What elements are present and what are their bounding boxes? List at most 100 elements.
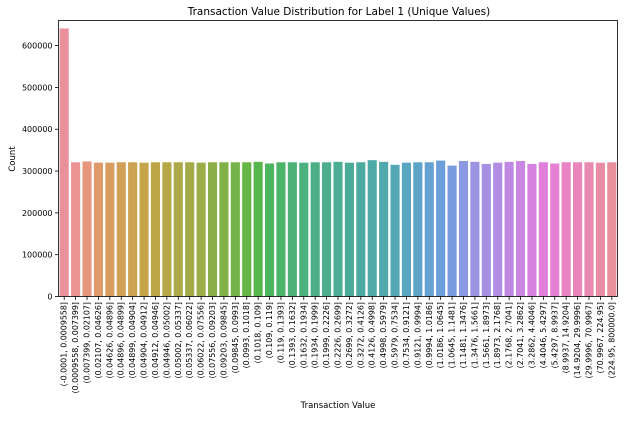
y-tick-label-4: 400000 xyxy=(22,125,53,134)
x-tick-label-30: (0.7534, 0.9121] xyxy=(402,302,411,368)
bar-13 xyxy=(207,162,218,297)
x-tick-label-39: (2.1768, 2.7041] xyxy=(505,302,514,368)
bar-18 xyxy=(264,163,275,297)
x-tick-label-8: (0.04912, 0.04946] xyxy=(151,302,160,378)
bar-9 xyxy=(162,162,172,297)
x-tick-label-40: (2.7041, 3.2862] xyxy=(516,302,525,368)
x-tick-label-29: (0.5979, 0.7534] xyxy=(391,302,400,368)
x-tick-label-23: (0.1999, 0.2226] xyxy=(322,302,331,368)
x-tick-label-25: (0.2699, 0.3272] xyxy=(345,302,354,368)
chart-title: Transaction Value Distribution for Label… xyxy=(187,6,491,18)
bar-45 xyxy=(573,162,583,297)
bar-19 xyxy=(276,162,286,297)
x-axis-label: Transaction Value xyxy=(300,401,376,411)
y-axis-label: Count xyxy=(8,146,18,172)
x-tick-label-46: (29.9996, 70.9967] xyxy=(584,302,593,378)
x-tick-label-43: (5.4297, 8.9937] xyxy=(550,302,559,368)
bar-28 xyxy=(379,161,389,297)
bar-47 xyxy=(595,162,605,297)
x-tick-label-0: (-0.0001, 0.0009558] xyxy=(60,302,69,386)
x-tick-label-20: (0.1393, 0.1632] xyxy=(288,302,297,368)
x-tick-label-2: (0.007399, 0.02107] xyxy=(83,302,92,383)
x-tick-label-24: (0.2226, 0.2699] xyxy=(334,302,343,368)
x-tick-label-18: (0.109, 0.119] xyxy=(265,302,274,358)
x-tick-label-45: (14.9204, 29.9996] xyxy=(573,302,582,378)
bar-30 xyxy=(401,162,412,297)
bar-37 xyxy=(481,163,491,297)
x-tick-label-38: (1.8973, 2.1768] xyxy=(493,302,502,368)
x-tick-label-31: (0.9121, 0.9994] xyxy=(413,302,422,368)
plot-frame xyxy=(58,20,618,297)
bar-10 xyxy=(173,162,183,297)
bar-7 xyxy=(139,162,149,297)
bar-39 xyxy=(504,161,514,297)
x-tick-label-9: (0.04946, 0.05002] xyxy=(162,302,171,378)
bar-5 xyxy=(116,162,126,297)
x-tick-label-3: (0.02107, 0.04626] xyxy=(94,302,103,378)
bar-4 xyxy=(105,162,115,297)
bar-35 xyxy=(458,161,469,297)
x-tick-label-15: (0.09845, 0.0993] xyxy=(231,302,240,373)
x-tick-label-12: (0.06022, 0.07556] xyxy=(197,302,206,378)
bar-8 xyxy=(150,162,161,297)
x-tick-label-6: (0.04899, 0.04904] xyxy=(128,302,137,378)
x-tick-label-10: (0.05002, 0.05337] xyxy=(174,302,183,378)
bar-46 xyxy=(584,162,594,297)
bar-41 xyxy=(527,163,537,297)
x-tick-label-7: (0.04904, 0.04912] xyxy=(140,302,149,378)
x-tick-label-1: (0.0009558, 0.007399] xyxy=(71,302,80,394)
bar-17 xyxy=(253,161,263,297)
bar-27 xyxy=(367,160,377,297)
y-axis: 0 100000 200000 300000 400000 500000 600000 xyxy=(22,42,59,302)
bar-44 xyxy=(561,162,571,297)
x-tick-label-37: (1.5661, 1.8973] xyxy=(482,302,491,368)
bar-6 xyxy=(128,162,138,297)
bar-33 xyxy=(436,160,446,297)
x-tick-label-5: (0.04896, 0.04899] xyxy=(117,302,126,378)
bar-21 xyxy=(299,162,309,297)
x-tick-label-32: (0.9994, 1.0186] xyxy=(425,302,434,368)
bar-22 xyxy=(310,162,320,297)
bar-36 xyxy=(470,161,480,297)
bar-2 xyxy=(82,161,92,297)
x-tick-label-33: (1.0186, 1.0645] xyxy=(436,302,445,368)
bar-3 xyxy=(93,162,103,297)
bars-group xyxy=(59,28,617,297)
bar-12 xyxy=(196,162,206,297)
x-tick-label-34: (1.0645, 1.1481] xyxy=(448,302,457,368)
bar-15 xyxy=(230,162,240,297)
x-tick-label-19: (0.119, 0.1393] xyxy=(276,302,285,363)
bar-32 xyxy=(424,162,434,297)
bar-24 xyxy=(333,161,343,297)
x-tick-label-28: (0.4998, 0.5979] xyxy=(379,302,388,368)
x-tick-label-26: (0.3272, 0.4126] xyxy=(356,302,365,368)
bar-26 xyxy=(356,162,366,297)
bar-14 xyxy=(219,162,229,297)
x-tick-label-21: (0.1632, 0.1934] xyxy=(299,302,308,368)
y-tick-label-5: 500000 xyxy=(22,83,53,92)
x-tick-label-48: (224.95, 800000.0] xyxy=(607,302,616,378)
x-tick-label-4: (0.04626, 0.04896] xyxy=(105,302,114,378)
x-tick-label-22: (0.1934, 0.1999] xyxy=(311,302,320,368)
bar-25 xyxy=(344,162,354,297)
bar-42 xyxy=(538,162,548,297)
bar-23 xyxy=(322,162,332,297)
y-tick-label-2: 200000 xyxy=(22,209,53,218)
x-tick-label-47: (70.9967, 224.95] xyxy=(596,302,605,373)
x-tick-label-13: (0.07556, 0.09203] xyxy=(208,302,217,378)
x-tick-label-42: (4.4046, 5.4297] xyxy=(539,302,548,368)
x-tick-label-17: (0.1018, 0.109] xyxy=(254,302,263,363)
y-tick-label-1: 100000 xyxy=(22,251,53,260)
bar-31 xyxy=(413,162,423,297)
bar-1 xyxy=(71,162,81,297)
x-tick-label-14: (0.09203, 0.09845] xyxy=(219,302,228,378)
y-tick-label-0: 0 xyxy=(47,293,52,302)
bar-0 xyxy=(59,28,69,297)
x-tick-label-44: (8.9937, 14.9204] xyxy=(562,302,571,373)
x-tick-label-35: (1.1481, 1.3476] xyxy=(459,302,468,368)
y-tick-label-6: 600000 xyxy=(22,42,53,51)
x-tick-label-41: (3.2862, 4.4046] xyxy=(527,302,536,368)
bar-34 xyxy=(447,165,457,297)
bar-29 xyxy=(390,164,400,297)
